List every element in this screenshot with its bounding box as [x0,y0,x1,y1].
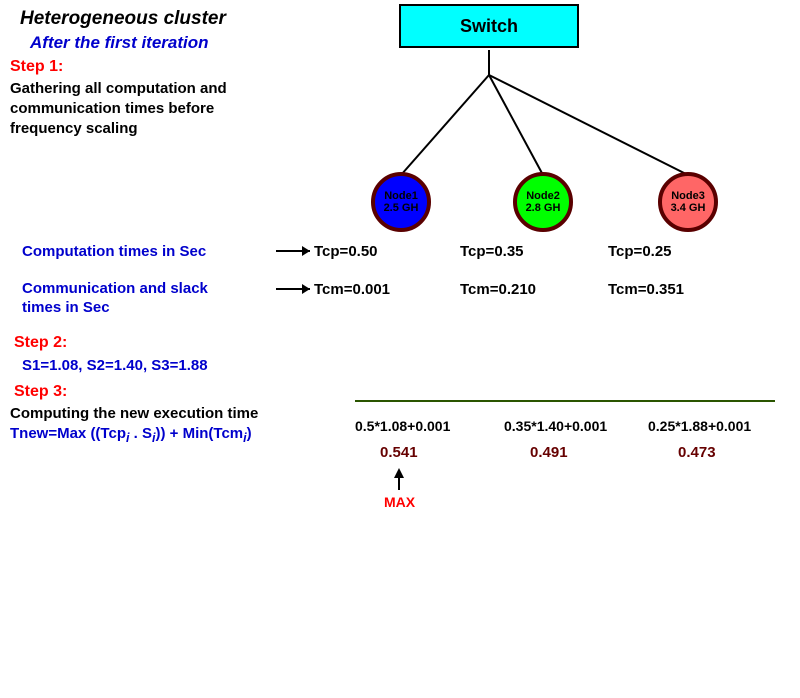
computation-label: Computation times in Sec [22,243,206,260]
node1-name: Node1 [384,190,418,202]
step2-label: Step 2: [14,334,67,352]
divider-line [355,400,775,402]
node1-tcm: Tcm=0.001 [314,281,390,298]
node2-freq: 2.8 GH [526,202,561,214]
node2-name: Node2 [526,190,560,202]
calc3-result: 0.473 [678,444,716,461]
node2-circle: Node2 2.8 GH [513,172,573,232]
calc2-result: 0.491 [530,444,568,461]
node1-circle: Node1 2.5 GH [371,172,431,232]
step1-desc-line3: frequency scaling [10,120,138,137]
step3-label: Step 3: [14,383,67,401]
step1-desc-line1: Gathering all computation and [10,80,227,97]
node2-tcm: Tcm=0.210 [460,281,536,298]
calc1-result: 0.541 [380,444,418,461]
node3-tcp: Tcp=0.25 [608,243,672,260]
step1-desc-line2: communication times before [10,100,214,117]
page-title: Heterogeneous cluster [20,8,226,30]
communication-label-line2: times in Sec [22,299,110,316]
node1-tcp: Tcp=0.50 [314,243,378,260]
step3-formula: Tnew=Max ((Tcpi . Si)) + Min(Tcmi) [10,425,252,445]
node2-tcp: Tcp=0.35 [460,243,524,260]
calc3-expr: 0.25*1.88+0.001 [648,418,751,434]
communication-label-line1: Communication and slack [22,280,208,297]
switch-box: Switch [399,4,579,48]
node3-freq: 3.4 GH [671,202,706,214]
node1-freq: 2.5 GH [384,202,419,214]
node3-circle: Node3 3.4 GH [658,172,718,232]
step2-values: S1=1.08, S2=1.40, S3=1.88 [22,357,208,374]
step3-desc: Computing the new execution time [10,405,258,422]
node3-tcm: Tcm=0.351 [608,281,684,298]
node3-name: Node3 [671,190,705,202]
calc2-expr: 0.35*1.40+0.001 [504,418,607,434]
calc1-expr: 0.5*1.08+0.001 [355,418,450,434]
max-label: MAX [384,494,415,510]
subtitle: After the first iteration [30,33,209,53]
step1-label: Step 1: [10,58,63,76]
